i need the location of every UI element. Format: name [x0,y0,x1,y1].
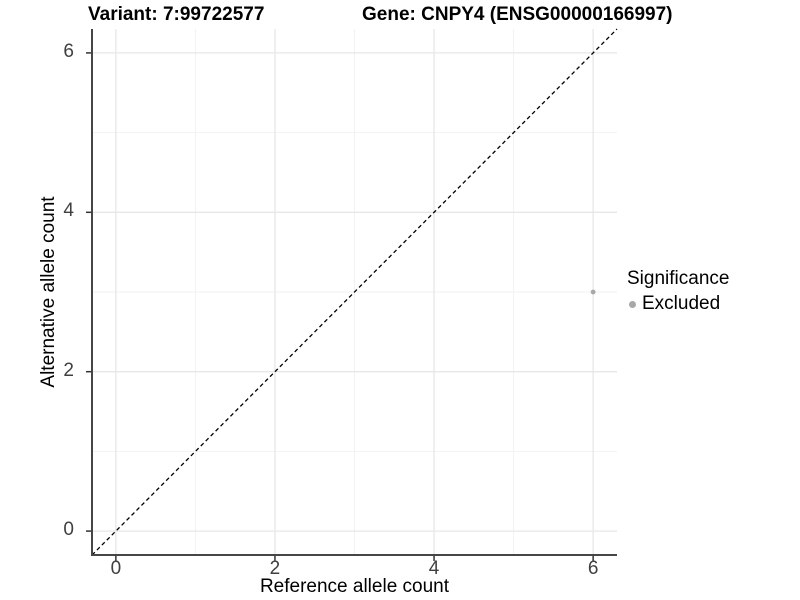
gene-title: Gene: CNPY4 (ENSG00000166997) [362,4,673,25]
x-tick-label: 4 [428,558,440,579]
legend: Significance Excluded [627,268,729,315]
legend-title: Significance [627,268,730,289]
identity-reference-line [91,28,618,556]
x-axis-title: Reference allele count [259,576,450,597]
x-tick-label: 0 [110,558,122,579]
data-point [590,289,596,295]
variant-title: Variant: 7:99722577 [88,4,265,25]
x-tick-label: 2 [269,558,281,579]
legend-item-excluded: Excluded [627,293,729,315]
legend-item-label: Excluded [642,293,721,314]
x-tick-label: 6 [587,558,599,579]
y-tick-label: 6 [63,40,74,62]
y-tick-label: 0 [63,519,74,541]
y-tick-label: 2 [63,359,74,381]
y-axis-title: Alternative allele count [38,196,59,388]
excluded-point-icon [629,300,636,308]
y-tick-label: 4 [63,200,74,222]
